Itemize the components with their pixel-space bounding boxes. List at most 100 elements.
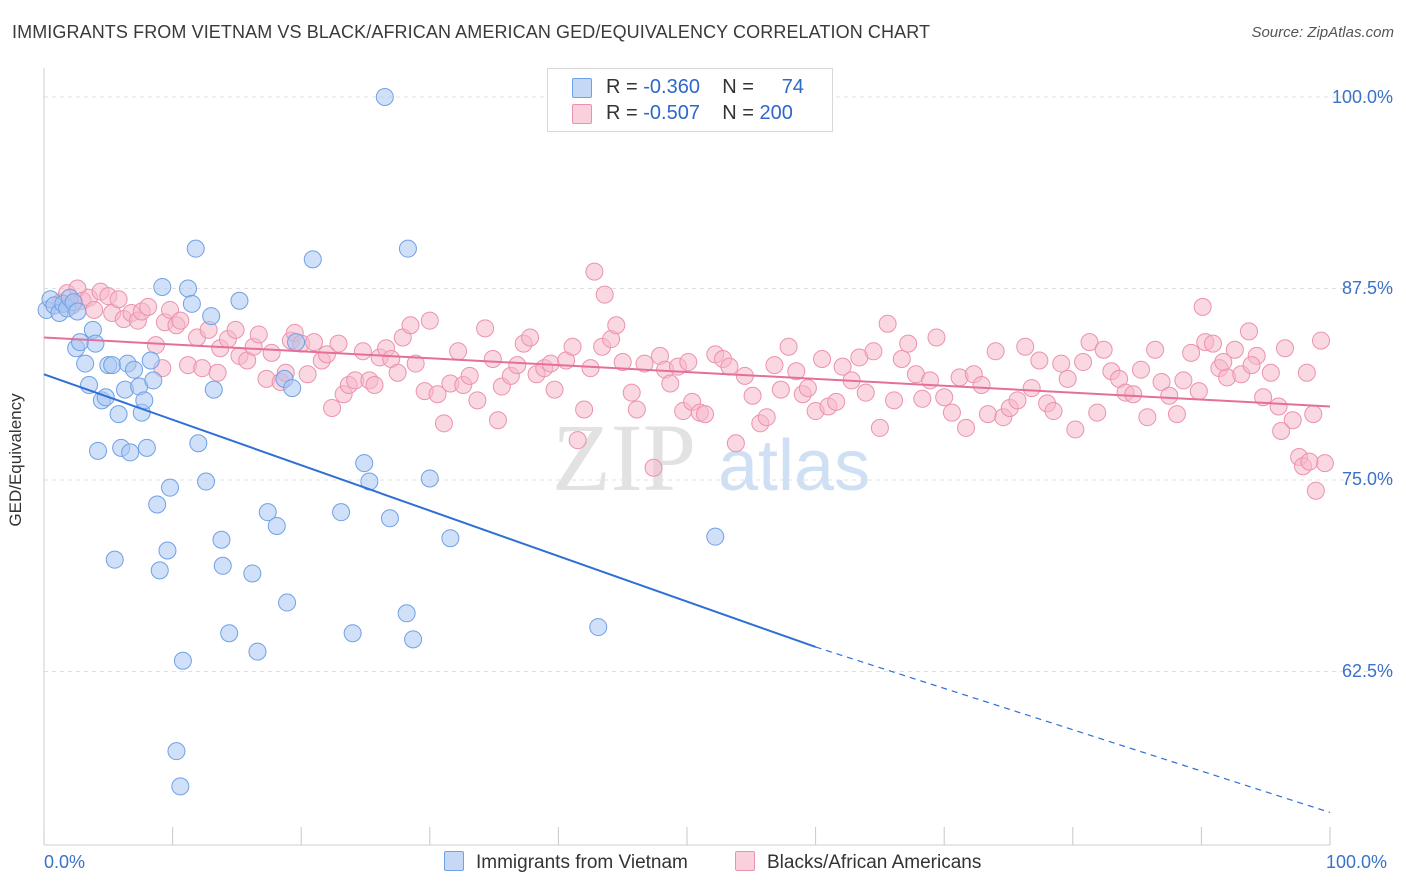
trend-line-blacks (43, 336, 1331, 408)
x-tick-label-0: 0.0% (44, 852, 86, 872)
data-point (197, 472, 216, 491)
data-point (1174, 371, 1193, 390)
data-point (158, 541, 177, 560)
data-point (568, 431, 587, 450)
axes (43, 68, 1331, 846)
data-point (921, 371, 940, 390)
data-point (508, 356, 527, 375)
source-label: Source: ZipAtlas.com (1251, 24, 1394, 41)
data-point (986, 342, 1005, 361)
data-point (121, 443, 140, 462)
data-point (1146, 340, 1165, 359)
data-point (696, 405, 715, 424)
data-point (743, 386, 762, 405)
watermark-zip: ZIP (552, 404, 696, 511)
legend-n-value-vietnam: 74 (781, 76, 804, 98)
data-point (353, 342, 372, 361)
x-tick-label-100: 100.0% (1326, 852, 1388, 872)
data-point (189, 434, 208, 453)
data-point (1242, 356, 1261, 375)
data-point (957, 418, 976, 437)
data-point (76, 354, 95, 373)
data-point (68, 302, 87, 321)
data-point (220, 624, 239, 643)
data-point (468, 391, 487, 410)
data-point (85, 300, 104, 319)
data-point (404, 630, 423, 649)
correlation-legend: R = -0.360 N = 74 R = -0.507 N = 200 (547, 68, 833, 132)
legend-r-label: R = (606, 76, 638, 98)
data-point (892, 349, 911, 368)
data-point (212, 530, 231, 549)
data-point (213, 556, 232, 575)
data-point (913, 389, 932, 408)
data-point (202, 307, 221, 326)
data-point (978, 405, 997, 424)
data-point (1283, 411, 1302, 430)
data-point (1311, 331, 1330, 350)
legend-n-label: N = (722, 76, 754, 98)
data-point (332, 503, 351, 522)
data-point (305, 333, 324, 352)
bottom-legend-swatch-vietnam (444, 851, 464, 871)
data-point (1152, 372, 1171, 391)
data-point (226, 320, 245, 339)
bottom-legend-blacks: Blacks/African Americans (735, 851, 981, 874)
data-point (720, 357, 739, 376)
data-point (488, 411, 507, 430)
data-point (96, 388, 115, 407)
data-point (298, 365, 317, 384)
data-point (1254, 388, 1273, 407)
data-point (726, 434, 745, 453)
data-point (942, 403, 961, 422)
y-tick-label-75: 75.0% (1341, 469, 1393, 489)
data-point (428, 385, 447, 404)
data-point (1131, 360, 1150, 379)
data-point (1300, 452, 1319, 471)
data-point (1225, 340, 1244, 359)
data-point (137, 438, 156, 457)
data-point (262, 343, 281, 362)
data-point (585, 262, 604, 281)
data-point (135, 391, 154, 410)
data-point (208, 363, 227, 382)
data-point (1272, 421, 1291, 440)
series-vietnam-points (37, 88, 725, 796)
data-point (679, 353, 698, 372)
data-point (283, 379, 302, 398)
data-point (141, 351, 160, 370)
data-point (343, 624, 362, 643)
data-point (71, 333, 90, 352)
data-point (243, 564, 262, 583)
data-point (972, 376, 991, 395)
data-point (434, 414, 453, 433)
data-point (856, 383, 875, 402)
data-point (146, 336, 165, 355)
data-point (545, 380, 564, 399)
data-point (144, 371, 163, 390)
data-point (899, 334, 918, 353)
data-point (833, 357, 852, 376)
data-point (1094, 340, 1113, 359)
data-point (1203, 334, 1222, 353)
chart-title: IMMIGRANTS FROM VIETNAM VS BLACK/AFRICAN… (12, 22, 931, 42)
data-point (771, 380, 790, 399)
data-point (388, 363, 407, 382)
data-point (1008, 391, 1027, 410)
data-point (627, 400, 646, 419)
data-point (420, 311, 439, 330)
trend-lines (43, 336, 1331, 814)
data-point (186, 239, 205, 258)
data-point (1304, 405, 1323, 424)
data-point (317, 345, 336, 364)
data-point (406, 354, 425, 373)
y-tick-label-100: 100.0% (1331, 87, 1393, 107)
trend-line-vietnam (43, 373, 816, 648)
data-point (483, 349, 502, 368)
data-point (449, 342, 468, 361)
data-point (1261, 363, 1280, 382)
data-point (365, 376, 384, 395)
data-point (248, 642, 267, 661)
data-point (870, 418, 889, 437)
